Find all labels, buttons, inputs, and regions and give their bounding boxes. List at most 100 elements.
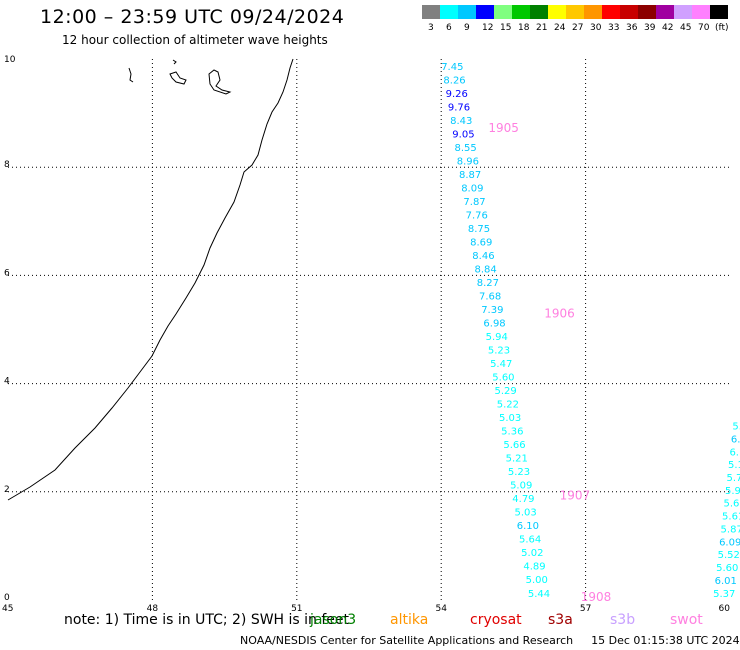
wave-height-value: 5.62 — [724, 499, 740, 510]
wave-height-value: 5.87 — [721, 524, 740, 535]
time-mark-label: 1905 — [488, 121, 519, 135]
wave-height-value: 6. — [729, 447, 739, 458]
x-tick-label: 45 — [2, 604, 13, 614]
satellite-label-altika: altika — [390, 612, 429, 628]
legend-swatch — [512, 5, 530, 19]
wave-height-value: 8.75 — [468, 224, 490, 235]
legend-label: 6 — [446, 23, 452, 33]
wave-height-value: 8.27 — [477, 278, 499, 289]
legend-label: 3 — [428, 23, 434, 33]
wave-height-value: 7.68 — [479, 292, 501, 303]
wave-height-value: 5.21 — [506, 454, 528, 465]
x-tick-label: 51 — [291, 604, 302, 614]
wave-height-value: 4.89 — [523, 562, 545, 573]
grid-lines — [8, 59, 730, 600]
wave-height-value: 5.03 — [499, 413, 521, 424]
island — [172, 59, 177, 65]
footer: NOAA/NESDIS Center for Satellite Applica… — [240, 634, 740, 647]
wave-height-value: 5.00 — [526, 575, 548, 586]
legend-label: 39 — [644, 23, 656, 33]
y-tick-label: 2 — [4, 485, 10, 495]
wave-height-value: 6. — [731, 434, 740, 445]
wave-height-value: 5.23 — [508, 467, 530, 478]
wave-height-value: 8.69 — [470, 237, 492, 248]
legend-swatch — [620, 5, 638, 19]
coastline — [7, 58, 294, 501]
satellite-label-cryosat: cryosat — [470, 612, 522, 628]
wave-height-value: 8.87 — [459, 170, 481, 181]
x-tick-label: 60 — [719, 604, 731, 614]
x-tick-label: 57 — [580, 604, 591, 614]
wave-height-value: 5.29 — [495, 386, 517, 397]
legend-label: 70 — [698, 23, 710, 33]
wave-height-value: 5.9 — [725, 486, 740, 497]
wave-height-value: 5.7 — [726, 473, 740, 484]
wave-height-value: 5.44 — [528, 589, 550, 600]
wave-height-value: 8.84 — [475, 264, 497, 275]
legend-swatch — [602, 5, 620, 19]
legend-swatch — [584, 5, 602, 19]
wave-height-value: 9.76 — [448, 102, 470, 113]
satellite-label-jason3: jason3 — [310, 612, 357, 628]
time-mark-label: 1907 — [560, 488, 591, 502]
wave-height-value: 6.98 — [483, 319, 505, 330]
legend-label: 9 — [464, 23, 470, 33]
wave-height-value: 5. — [732, 422, 740, 433]
wave-height-value: 8.46 — [472, 251, 494, 262]
wave-height-value: 5.64 — [519, 535, 541, 546]
legend-label: 12 — [482, 23, 494, 33]
y-tick-label: 0 — [4, 593, 10, 603]
wave-height-value: 5.47 — [490, 359, 512, 370]
page-title: 12:00 – 23:59 UTC 09/24/2024 — [40, 6, 345, 28]
wave-height-value: 4.79 — [512, 494, 534, 505]
wave-height-value: 6.01 — [715, 576, 737, 587]
coastline-main — [7, 58, 294, 501]
island — [208, 69, 232, 95]
legend-label: 42 — [662, 23, 674, 33]
note-text: note: 1) Time is in UTC; 2) SWH is in fe… — [64, 612, 350, 628]
wave-height-value: 8.43 — [450, 116, 472, 127]
wave-height-value: 6.10 — [517, 521, 539, 532]
x-axis-tick-labels: 45 48 51 54 57 60 — [2, 604, 730, 614]
wave-height-value: 9.05 — [452, 129, 474, 140]
legend-swatch — [710, 5, 728, 19]
legend-label: 21 — [536, 23, 548, 33]
legend-label: 27 — [572, 23, 584, 33]
legend-swatch — [692, 5, 710, 19]
island — [128, 67, 134, 83]
wave-height-value: 5.61 — [722, 512, 740, 523]
legend-label: 15 — [500, 23, 512, 33]
legend-label: 36 — [626, 23, 638, 33]
x-tick-label: 48 — [147, 604, 159, 614]
wave-height-value: 5.22 — [497, 400, 519, 411]
wave-height-value: 8.96 — [457, 156, 479, 167]
wave-height-value: 9.26 — [446, 89, 468, 100]
y-tick-label: 8 — [4, 160, 10, 170]
legend-label: 45 — [680, 23, 692, 33]
legend-label: 30 — [590, 23, 602, 33]
time-mark-label: 1906 — [544, 307, 575, 321]
x-tick-label: 54 — [435, 604, 447, 614]
page-subtitle: 12 hour collection of altimeter wave hei… — [62, 33, 328, 47]
legend-swatch — [548, 5, 566, 19]
y-tick-label: 10 — [4, 55, 16, 65]
legend-swatch — [656, 5, 674, 19]
wave-height-value: 8.09 — [461, 183, 483, 194]
footer-timestamp: 15 Dec 01:15:38 UTC 2024 — [591, 634, 740, 647]
y-tick-label: 4 — [4, 377, 10, 387]
island — [169, 71, 187, 85]
wave-height-value: 5.09 — [510, 481, 532, 492]
time-mark-label: 1908 — [581, 590, 612, 604]
wave-height-value: 5.52 — [718, 550, 740, 561]
satellite-label-swot: swot — [670, 612, 703, 628]
wave-height-value: 5.36 — [501, 427, 523, 438]
wave-height-value: 5.66 — [503, 440, 525, 451]
wave-height-value: 5.02 — [521, 548, 543, 559]
legend-label: (ft) — [715, 23, 729, 33]
legend-label: 18 — [518, 23, 530, 33]
wave-height-value: 5.60 — [716, 563, 738, 574]
legend-swatch — [494, 5, 512, 19]
legend-swatch — [458, 5, 476, 19]
wave-height-value: 8.26 — [443, 75, 465, 86]
